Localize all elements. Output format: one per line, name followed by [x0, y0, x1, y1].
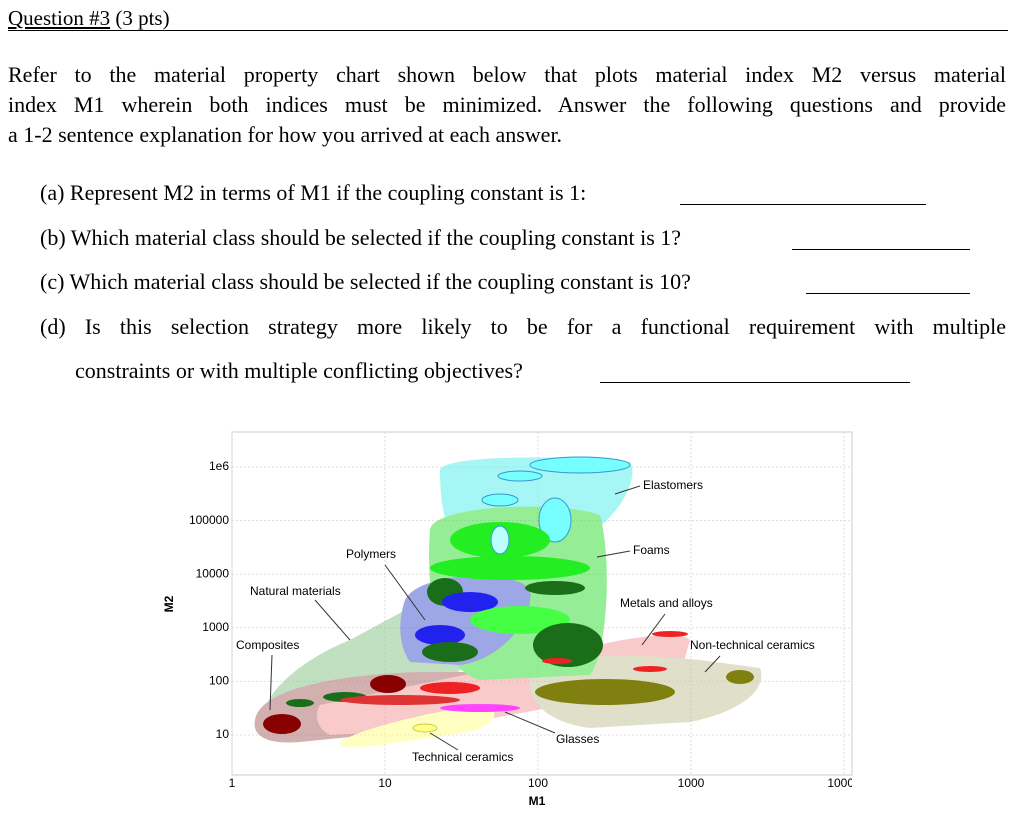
x-axis-label: M1 [529, 794, 546, 808]
bubble [340, 695, 460, 705]
x-tick-label: 10 [378, 776, 392, 790]
bubble [535, 679, 675, 705]
bubble [263, 714, 301, 734]
class-label: Technical ceramics [412, 750, 513, 764]
y-tick-label: 100000 [189, 513, 229, 527]
bubble [542, 658, 572, 664]
question: (b) Which material class should be selec… [40, 225, 682, 250]
x-tick-label: 1000 [678, 776, 705, 790]
x-tick-label: 10000 [827, 776, 861, 790]
class-label: Elastomers [643, 478, 703, 492]
class-label: Foams [633, 543, 670, 557]
bubble [497, 470, 543, 482]
bubble [633, 666, 667, 672]
intro-line: index M1 wherein both indices must be mi… [8, 92, 1006, 117]
rule [8, 30, 1008, 31]
leaders [269, 485, 721, 751]
bubble [286, 699, 314, 707]
answer-blank [680, 204, 926, 205]
bubble [529, 456, 631, 474]
bubble [525, 581, 585, 595]
class-label: Natural materials [250, 584, 341, 598]
y-tick-label: 1e6 [209, 459, 229, 473]
y-tick-label: 100 [209, 674, 229, 688]
class-label: Composites [236, 638, 299, 652]
question: (a) Represent M2 in terms of M1 if the c… [40, 180, 587, 205]
bubble [533, 623, 603, 667]
class-label: Polymers [346, 547, 396, 561]
bubble [481, 493, 519, 507]
intro-line: a 1-2 sentence explanation for how you a… [8, 122, 563, 147]
class-label: Metals and alloys [620, 596, 713, 610]
question: (c) Which material class should be selec… [40, 269, 691, 294]
bubble [470, 606, 570, 634]
y-tick-label: 1000 [202, 620, 229, 634]
header-title: Question #3 [8, 6, 111, 30]
y-tick-label: 10 [216, 727, 230, 741]
intro-line: Refer to the material property chart sho… [8, 62, 1006, 87]
answer-blank [806, 293, 970, 294]
bubble [538, 497, 572, 543]
question: constraints or with multiple conflicting… [75, 358, 523, 383]
bubble [420, 682, 480, 694]
x-tick-label: 100 [528, 776, 548, 790]
bubble [726, 670, 754, 684]
bubble [490, 525, 510, 555]
ticks: 1 10 100 1000 10000 1e6 100000 10000 1000 100 10 [189, 459, 861, 790]
bubble [422, 642, 478, 662]
answer-blank [792, 249, 970, 250]
bubble [412, 723, 438, 733]
bubble [430, 556, 590, 580]
bubbles [263, 456, 754, 734]
bubble [415, 625, 465, 645]
question: (d) Is this selection strategy more like… [40, 314, 1006, 339]
y-tick-label: 10000 [196, 566, 230, 580]
class-label: Non-technical ceramics [690, 638, 815, 652]
x-tick-label: 1 [229, 776, 236, 790]
bubble [370, 675, 406, 693]
header-points: (3 pts) [115, 6, 170, 30]
header: Question #3 (3 pts) [8, 5, 170, 31]
bubble [440, 704, 520, 712]
bubble [442, 592, 498, 612]
bubble [652, 631, 688, 637]
y-axis-label: M2 [162, 595, 176, 612]
class-label: Glasses [556, 732, 599, 746]
answer-blank [600, 382, 910, 383]
